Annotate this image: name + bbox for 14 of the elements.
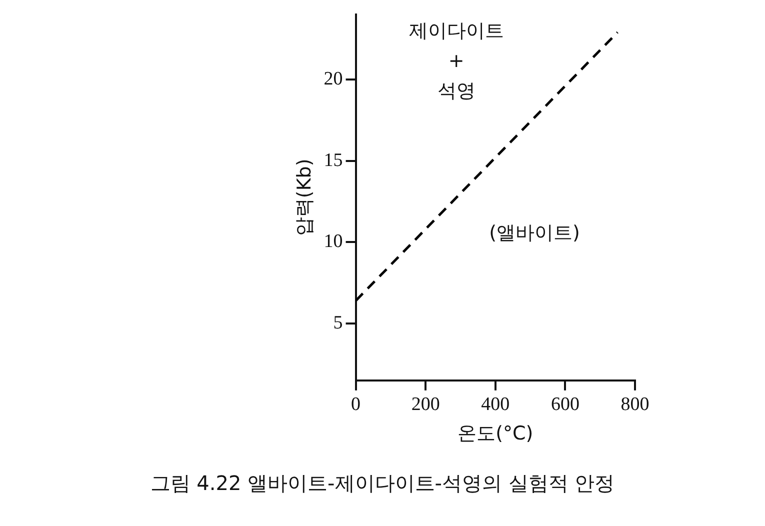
annotation: (앨바이트) <box>489 222 580 244</box>
y-axis-title: 압력(Kb) <box>293 158 316 236</box>
y-tick-label: 20 <box>324 68 343 90</box>
x-tick-label: 400 <box>481 394 510 415</box>
x-axis-title: 온도(°C) <box>458 422 534 445</box>
annotation: 제이다이트 + 석영 <box>408 20 504 102</box>
x-tick-label: 0 <box>351 394 361 415</box>
y-tick-label: 10 <box>324 231 343 252</box>
x-tick-label: 800 <box>620 394 650 415</box>
y-tick-label: 15 <box>324 150 343 171</box>
caption: 그림 4.22 앨바이트-제이다이트-석영의 실험적 안정 <box>149 470 616 497</box>
y-tick-label: 5 <box>333 312 343 334</box>
x-tick-label: 200 <box>411 394 440 415</box>
x-tick-label: 600 <box>550 394 580 415</box>
